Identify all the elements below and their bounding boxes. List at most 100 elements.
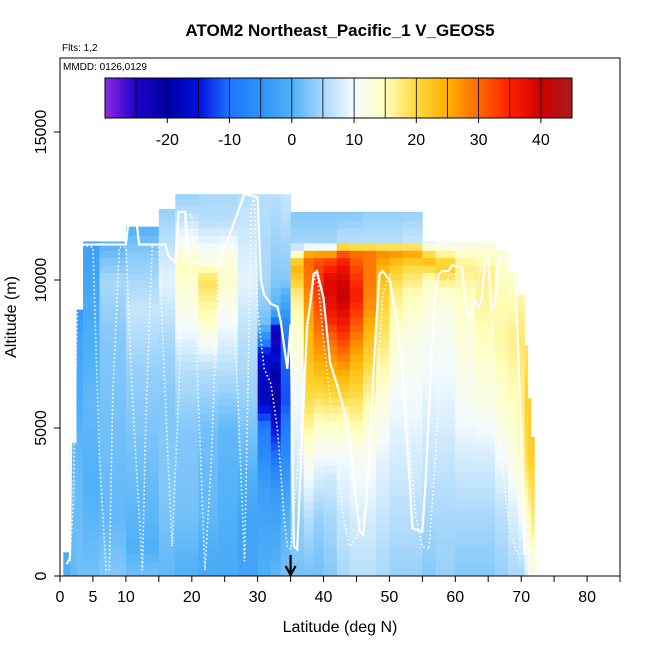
heatmap-cell <box>237 287 259 296</box>
heatmap-cell <box>422 465 436 473</box>
heatmap-cell <box>389 539 403 547</box>
heatmap-cell <box>257 553 272 562</box>
heatmap-cell <box>76 546 84 555</box>
y-tick-label: 0 <box>33 571 50 580</box>
colorbar-segment <box>129 78 134 118</box>
heatmap-cell <box>290 428 305 436</box>
heatmap-cell <box>422 546 436 555</box>
heatmap-cell <box>422 428 436 436</box>
heatmap-cell <box>363 243 377 251</box>
heatmap-cell <box>455 546 476 555</box>
heatmap-cell <box>508 271 519 273</box>
heatmap-cell <box>508 502 519 510</box>
heatmap-cell <box>323 568 338 577</box>
heatmap-cell <box>198 346 219 355</box>
heatmap-cell <box>475 243 496 251</box>
heatmap-cell <box>517 346 525 355</box>
heatmap-cell <box>198 250 219 259</box>
heatmap-cell <box>237 206 259 214</box>
heatmap-cell <box>303 383 315 392</box>
heatmap-cell <box>517 361 525 370</box>
heatmap-cell <box>237 302 259 310</box>
heatmap-cell <box>257 317 272 325</box>
heatmap-cell <box>313 442 324 451</box>
heatmap-cell <box>508 309 519 318</box>
heatmap-cell <box>125 235 160 244</box>
heatmap-cell <box>218 428 239 436</box>
heatmap-cell <box>158 235 176 244</box>
heatmap-cell <box>323 472 338 481</box>
heatmap-cell <box>508 361 519 370</box>
heatmap-cell <box>175 265 199 273</box>
heatmap-cell <box>363 524 377 532</box>
heatmap-cell <box>363 568 377 577</box>
heatmap-cell <box>198 361 219 370</box>
heatmap-cell <box>475 376 496 384</box>
heatmap-cell <box>336 553 351 562</box>
heatmap-cell <box>99 354 127 362</box>
heatmap-cell <box>99 294 127 303</box>
heatmap-cell <box>524 457 529 466</box>
heatmap-cell <box>83 435 100 444</box>
heatmap-cell <box>257 435 272 444</box>
heatmap-cell <box>363 502 377 510</box>
heatmap-cell <box>422 309 436 318</box>
heatmap-cell <box>363 405 377 414</box>
heatmap-cell <box>290 243 305 251</box>
colorbar-segment <box>316 78 321 118</box>
heatmap-cell <box>517 302 525 310</box>
heatmap-cell <box>435 546 456 555</box>
heatmap-cell <box>517 391 525 399</box>
heatmap-cell <box>158 213 176 222</box>
heatmap-cell <box>175 198 199 207</box>
heatmap-cell <box>257 361 272 370</box>
heatmap-cell <box>475 553 496 562</box>
heatmap-cell <box>402 502 423 510</box>
heatmap-cell <box>435 516 456 525</box>
heatmap-cell <box>475 309 496 318</box>
colorbar-segment <box>251 78 255 118</box>
heatmap-cell <box>257 206 272 214</box>
heatmap-cell <box>290 361 305 370</box>
heatmap-cell <box>257 250 272 259</box>
heatmap-cell <box>257 398 272 407</box>
heatmap-cell <box>349 457 364 466</box>
heatmap-cell <box>198 206 219 214</box>
heatmap-cell <box>527 516 532 525</box>
heatmap-cell <box>218 339 239 347</box>
heatmap-cell <box>198 383 219 392</box>
heatmap-cell <box>527 539 532 547</box>
heatmap-cell <box>99 287 127 296</box>
heatmap-cell <box>402 383 423 392</box>
heatmap-cell <box>218 524 239 532</box>
colorbar-segment <box>413 78 417 118</box>
heatmap-cell <box>422 241 436 244</box>
heatmap-cell <box>494 324 509 333</box>
heatmap-cell <box>422 294 436 303</box>
heatmap-cell <box>475 302 496 310</box>
heatmap-cell <box>494 257 509 266</box>
colorbar-segment <box>531 78 536 118</box>
heatmap-cell <box>270 413 282 421</box>
heatmap-cell <box>435 502 456 510</box>
heatmap-cell <box>349 257 364 266</box>
heatmap-cell <box>435 420 456 429</box>
heatmap-cell <box>290 339 305 347</box>
heatmap-cell <box>175 272 199 281</box>
heatmap-cell <box>531 531 535 540</box>
heatmap-cell <box>125 250 160 259</box>
heatmap-cell <box>257 568 272 577</box>
heatmap-cell <box>389 479 403 488</box>
heatmap-cell <box>517 546 525 555</box>
heatmap-cell <box>402 339 423 347</box>
heatmap-cell <box>76 405 84 414</box>
heatmap-cell <box>389 509 403 518</box>
heatmap-cell <box>494 383 509 392</box>
heatmap-cell <box>83 509 100 518</box>
heatmap-cell <box>475 524 496 532</box>
heatmap-cell <box>218 250 239 259</box>
heatmap-cell <box>198 302 219 310</box>
heatmap-cell <box>270 524 282 532</box>
heatmap-cell <box>313 287 324 296</box>
heatmap-cell <box>349 211 364 214</box>
